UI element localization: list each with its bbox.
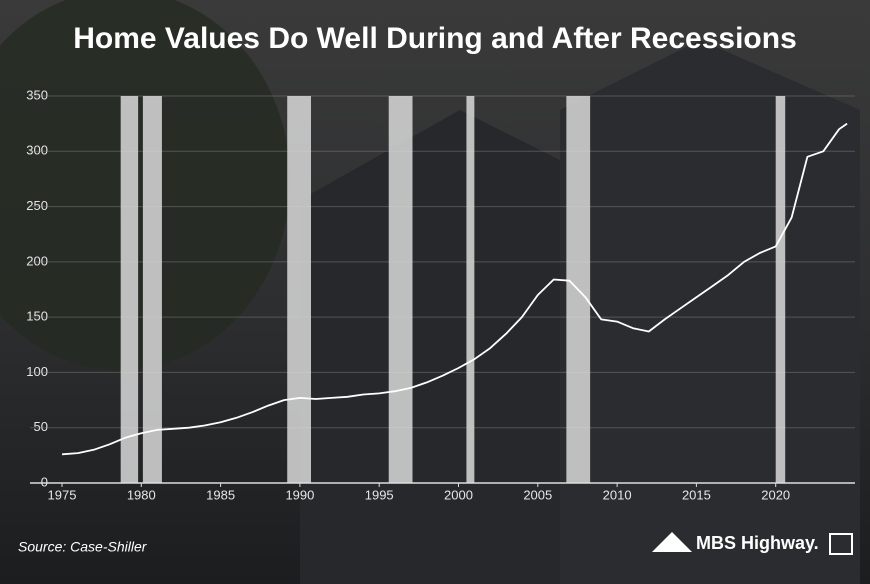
data-line: [61, 122, 848, 456]
y-tick-label: 150: [26, 309, 48, 324]
y-tick-label: 0: [41, 474, 48, 489]
recession-band: [120, 96, 139, 483]
housing-icon: [829, 533, 853, 555]
recession-band: [466, 96, 475, 483]
y-tick-label: 50: [34, 419, 48, 434]
logo-icon: [652, 532, 692, 552]
y-tick-label: 350: [26, 87, 48, 102]
recession-band: [388, 96, 413, 483]
recession-band: [142, 96, 162, 483]
y-tick-label: 250: [26, 198, 48, 213]
x-tick-label: 1990: [285, 487, 314, 502]
x-tick-label: 2000: [444, 487, 473, 502]
recession-band: [287, 96, 312, 483]
x-tick-label: 1995: [365, 487, 394, 502]
y-tick-label: 100: [26, 364, 48, 379]
x-tick-label: 1985: [206, 487, 235, 502]
brand-logo: MBS Highway.: [696, 533, 819, 553]
y-tick-label: 300: [26, 143, 48, 158]
x-tick-label: 2020: [761, 487, 790, 502]
x-tick-label: 2010: [603, 487, 632, 502]
x-tick-label: 1975: [48, 487, 77, 502]
x-tick-label: 2005: [523, 487, 552, 502]
source-note: Source: Case-Shiller: [18, 539, 148, 555]
y-tick-label: 200: [26, 253, 48, 268]
x-tick-label: 1980: [127, 487, 156, 502]
x-tick-label: 2015: [682, 487, 711, 502]
chart-title: Home Values Do Well During and After Rec…: [73, 22, 797, 55]
recession-band: [775, 96, 786, 483]
